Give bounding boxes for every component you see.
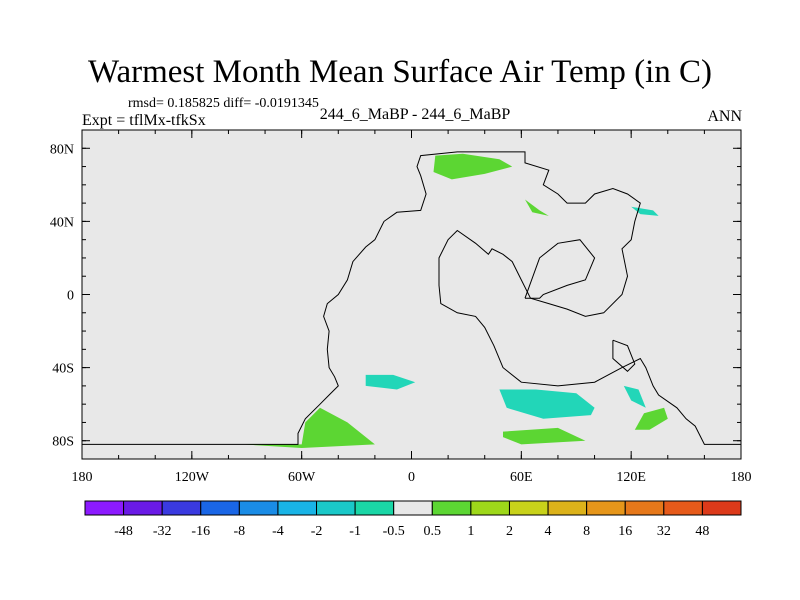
- coastline-0: [82, 151, 741, 445]
- colorbar-label: -1: [349, 524, 361, 539]
- contour-region-8: [623, 385, 646, 408]
- lon-tick-label: 60W: [288, 470, 316, 485]
- colorbar-swatch: [238, 500, 279, 516]
- lon-tick-label: 60E: [510, 470, 533, 485]
- lon-tick-label: 0: [408, 470, 415, 485]
- axis-ticks: 80N 40N 0 40S 80S 180 120W 60W 0 60E 120E 180: [50, 129, 752, 485]
- lat-tick-label: 80S: [52, 435, 74, 450]
- colorbar-swatch: [316, 500, 356, 516]
- contour-region-4: [365, 374, 416, 390]
- colorbar-label: -4: [272, 524, 284, 539]
- contour-region-2: [503, 427, 586, 445]
- colorbar-swatch: [624, 500, 665, 516]
- lon-tick-label: 180: [72, 470, 93, 485]
- colorbar-swatch: [508, 500, 549, 516]
- colorbar-swatch: [393, 500, 433, 516]
- colorbar-swatch: [663, 500, 703, 516]
- colorbar-label: 4: [545, 524, 552, 539]
- colorbar: -48 -32 -16 -8 -4 -2 -1 -0.5 0.5 1 2 4 8 16 32 48: [84, 500, 742, 539]
- colorbar-label: -0.5: [383, 524, 405, 539]
- colorbar-label: 0.5: [424, 524, 442, 539]
- colorbar-swatch: [470, 500, 510, 516]
- colorbar-label: 8: [583, 524, 590, 539]
- colorbar-label: -8: [234, 524, 246, 539]
- stats-line: rmsd= 0.185825 diff= -0.0191345: [128, 96, 319, 111]
- colorbar-swatch: [701, 500, 742, 516]
- colorbar-swatch: [431, 500, 472, 516]
- colorbar-label: 32: [657, 524, 671, 539]
- colorbar-label: -16: [191, 524, 210, 539]
- colorbar-swatch: [586, 500, 626, 516]
- season-label: ANN: [707, 108, 742, 125]
- plot-title: Warmest Month Mean Surface Air Temp (in …: [87, 54, 713, 90]
- map-background: [82, 130, 741, 459]
- lon-tick-label: 120E: [616, 470, 646, 485]
- lat-tick-label: 80N: [50, 142, 74, 157]
- lat-tick-label: 40S: [52, 362, 74, 377]
- colorbar-swatch: [277, 500, 318, 516]
- colorbar-swatch: [547, 500, 588, 516]
- colorbar-label: 2: [506, 524, 513, 539]
- center-label: 244_6_MaBP - 244_6_MaBP: [319, 106, 511, 123]
- colorbar-label: -48: [114, 524, 133, 539]
- colorbar-swatch: [161, 500, 202, 516]
- contour-region-1: [433, 153, 513, 180]
- lon-tick-label: 180: [731, 470, 752, 485]
- colorbar-swatch: [84, 500, 125, 516]
- colorbar-label: 1: [467, 524, 474, 539]
- colorbar-swatch: [123, 500, 163, 516]
- contour-region-0: [243, 407, 375, 448]
- lon-tick-label: 120W: [175, 470, 210, 485]
- coastline-1: [524, 239, 596, 299]
- coastline-2: [612, 339, 636, 372]
- colorbar-label: 48: [695, 524, 709, 539]
- colorbar-swatch: [200, 500, 240, 516]
- contour-region-6: [525, 199, 549, 216]
- lat-tick-label: 40N: [50, 215, 74, 230]
- colorbar-label: 16: [618, 524, 632, 539]
- map-area: [81, 129, 742, 460]
- contour-region-3: [499, 389, 595, 419]
- colorbar-label: -32: [153, 524, 172, 539]
- contour-region-5: [634, 407, 668, 430]
- colorbar-label: -2: [311, 524, 323, 539]
- colorbar-swatch: [354, 500, 395, 516]
- lat-tick-label: 0: [67, 289, 74, 304]
- experiment-label: Expt = tflMx-tfkSx: [82, 112, 206, 129]
